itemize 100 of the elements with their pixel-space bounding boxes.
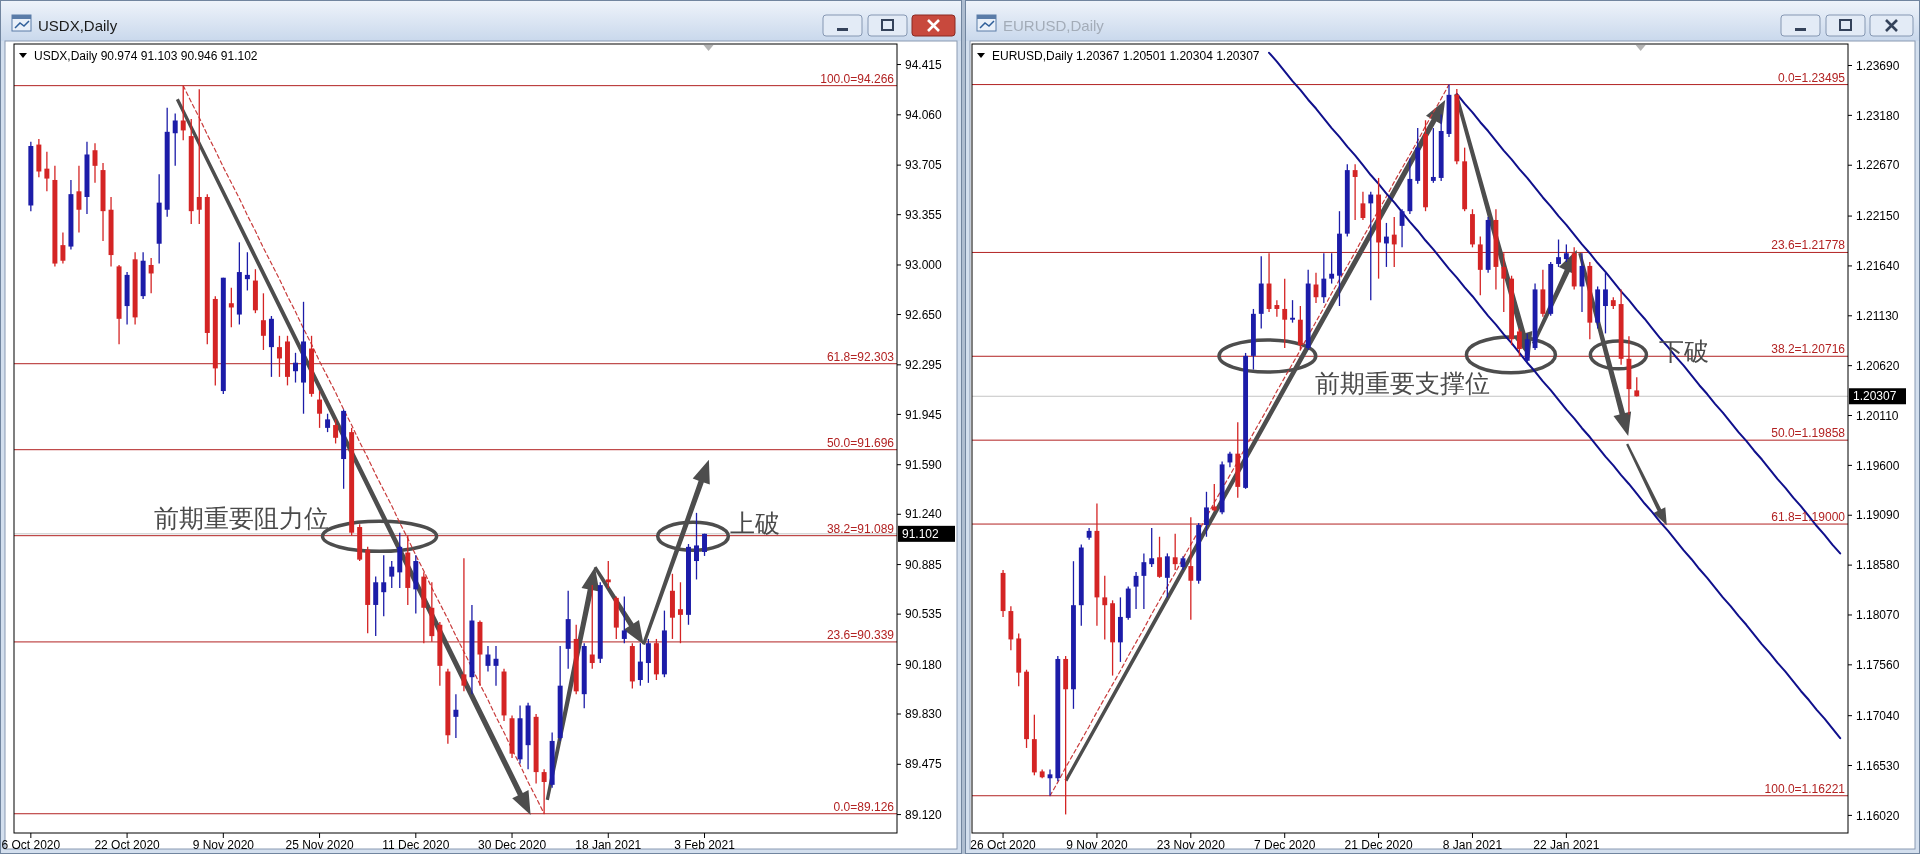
candlestick <box>1329 252 1335 285</box>
chart-subtitle: USDX,Daily 90.974 91.103 90.946 91.102 <box>34 49 258 63</box>
candlestick <box>637 642 643 687</box>
candlestick <box>172 112 178 167</box>
candlestick <box>1501 252 1507 313</box>
x-tick-label: 11 Dec 2020 <box>382 838 450 852</box>
annotation: 前期重要支撑位 <box>1314 368 1490 398</box>
candlestick <box>1352 163 1358 221</box>
candlestick <box>461 557 467 692</box>
y-tick-label: 1.16530 <box>1856 758 1900 773</box>
y-tick-label: 93.000 <box>905 258 943 273</box>
candlestick <box>677 581 683 644</box>
chart-title: EURUSD,Daily <box>1003 17 1105 34</box>
candlestick <box>605 560 611 589</box>
ref-line-label: 23.6=1.21778 <box>1771 238 1846 253</box>
candlestick <box>1211 483 1217 512</box>
x-tick-label: 26 Oct 2020 <box>970 838 1037 852</box>
y-tick-label: 91.240 <box>905 507 943 522</box>
y-tick-label: 1.17040 <box>1856 708 1900 723</box>
text: EURUSD,Daily 1.20367 1.20501 1.20304 1.20307 <box>992 49 1260 63</box>
ref-line-label: 50.0=91.696 <box>826 435 895 450</box>
x-tick-label: 8 Jan 2021 <box>1442 838 1503 852</box>
y-tick-label: 1.20620 <box>1856 358 1900 373</box>
x-tick-label: 21 Dec 2020 <box>1344 838 1413 852</box>
candlestick <box>1149 527 1155 568</box>
ref-line-label: 91.102 <box>902 527 940 542</box>
candlestick <box>76 165 82 234</box>
y-tick-label: 94.415 <box>905 57 943 72</box>
x-tick-label: 18 Jan 2021 <box>575 838 642 852</box>
candlestick <box>1603 272 1608 335</box>
candlestick <box>1188 516 1194 621</box>
y-tick-label: 94.060 <box>905 108 943 123</box>
y-tick-label: 1.19600 <box>1856 458 1900 473</box>
candlestick <box>694 512 699 581</box>
ref-line-label: 38.2=91.089 <box>826 521 895 536</box>
y-tick-label: 91.590 <box>905 457 943 472</box>
candlestick <box>1391 216 1397 268</box>
candlestick <box>1172 533 1178 571</box>
candlestick <box>453 693 459 739</box>
candlestick <box>1556 238 1561 268</box>
candlestick <box>1274 299 1280 318</box>
y-tick-label: 1.19090 <box>1856 508 1900 523</box>
y-tick-label: 1.16020 <box>1856 808 1900 823</box>
candlestick <box>333 418 339 445</box>
candlestick <box>1524 332 1530 363</box>
candlestick <box>389 560 395 589</box>
candlestick <box>485 645 491 673</box>
candlestick <box>244 251 250 292</box>
candlestick <box>293 352 298 384</box>
ref-line-label: 38.2=1.20716 <box>1771 342 1846 357</box>
candlestick <box>1164 552 1170 599</box>
candlestick <box>325 413 331 433</box>
y-tick-label: 1.22670 <box>1856 158 1900 173</box>
candlestick <box>196 88 202 225</box>
candlestick <box>373 575 379 637</box>
y-tick-label: 92.295 <box>905 358 943 373</box>
candlestick <box>381 554 387 617</box>
candlestick <box>1383 222 1389 268</box>
y-tick-label: 1.17560 <box>1856 658 1900 673</box>
ref-line-label: 50.0=1.19858 <box>1771 426 1846 441</box>
x-tick-label: 9 Nov 2020 <box>1066 838 1128 852</box>
y-tick-label: 1.23690 <box>1856 58 1900 73</box>
candlestick <box>1204 491 1209 538</box>
y-tick-label: 1.22150 <box>1856 209 1900 224</box>
y-tick-label: 1.18070 <box>1856 608 1900 623</box>
candlestick <box>1516 327 1522 357</box>
candlestick <box>1430 127 1436 184</box>
ref-line-label: 23.6=90.339 <box>826 627 895 642</box>
candlestick <box>1282 278 1288 349</box>
y-tick-label: 90.180 <box>905 657 943 672</box>
y-tick-label: 89.830 <box>905 707 943 722</box>
x-tick-label: 7 Dec 2020 <box>1254 838 1316 852</box>
y-tick-label: 90.535 <box>905 607 943 622</box>
candlestick <box>1141 552 1147 610</box>
candlestick <box>645 638 651 684</box>
chart-title: USDX,Daily <box>38 17 118 34</box>
candlestick <box>228 286 234 328</box>
ref-line-label: 0.0=89.126 <box>833 799 895 814</box>
y-tick-label: 1.21640 <box>1856 259 1900 274</box>
x-tick-label: 25 Nov 2020 <box>285 838 354 852</box>
ref-line-label: 61.8=92.303 <box>826 349 895 364</box>
x-tick-label: 22 Oct 2020 <box>94 838 161 852</box>
x-tick-label: 6 Oct 2020 <box>1 838 61 852</box>
annotation: 前期重要阻力位 <box>154 503 330 533</box>
y-tick-label: 93.705 <box>905 158 943 173</box>
candlestick <box>1102 575 1108 641</box>
ref-line-label: 100.0=94.266 <box>820 71 895 86</box>
x-tick-label: 30 Dec 2020 <box>478 838 547 852</box>
y-tick-label: 1.20110 <box>1856 408 1899 423</box>
y-tick-label: 93.355 <box>905 207 943 222</box>
candlestick <box>589 584 595 670</box>
candlestick <box>44 151 50 192</box>
y-tick-label: 1.23180 <box>1856 108 1900 123</box>
candlestick <box>276 335 282 378</box>
candlestick <box>60 231 66 265</box>
ref-line-label: 100.0=1.16221 <box>1764 781 1846 796</box>
y-tick-label: 89.475 <box>905 757 943 772</box>
annotation: 上破 <box>730 508 781 538</box>
candlestick <box>180 85 186 141</box>
y-tick-label: 1.21130 <box>1856 309 1899 323</box>
